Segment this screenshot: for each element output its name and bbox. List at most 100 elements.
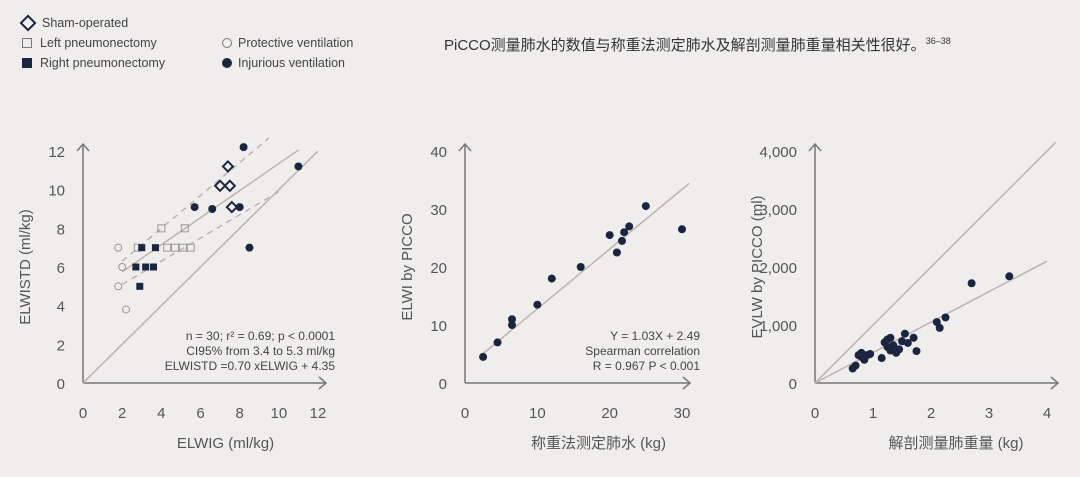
- point-left-pneumonectomy: [157, 224, 166, 233]
- open-square-icon: [22, 38, 32, 48]
- point-data: [851, 361, 860, 370]
- y-tick-label: 20: [430, 260, 447, 277]
- open-circle-icon: [222, 38, 232, 48]
- point-injurious-ventilation: [239, 143, 248, 152]
- x-axis-label: 称重法测定肺水 (kg): [531, 435, 666, 452]
- x-axis: [83, 376, 328, 390]
- point-left-pneumonectomy: [186, 243, 195, 252]
- y-tick-label: 2: [57, 337, 65, 354]
- y-tick-label: 8: [57, 221, 65, 238]
- y-tick-label: 0: [789, 376, 797, 393]
- line-identity: [82, 150, 319, 384]
- point-left-pneumonectomy: [171, 243, 180, 252]
- point-data: [903, 338, 912, 347]
- y-tick-label: 1,000: [759, 318, 797, 335]
- point-right-pneumonectomy: [138, 244, 146, 252]
- x-tick-label: 6: [196, 405, 204, 422]
- y-tick-label: 0: [57, 376, 65, 393]
- point-data: [641, 202, 650, 211]
- point-data: [886, 333, 895, 342]
- point-left-pneumonectomy: [180, 224, 189, 233]
- point-data: [493, 338, 502, 347]
- point-data: [912, 347, 921, 356]
- legend-label: Left pneumonectomy: [40, 36, 157, 50]
- legend-sham: Sham-operated: [19, 14, 129, 32]
- legend-label: Injurious ventilation: [238, 56, 346, 70]
- x-axis: [465, 376, 692, 390]
- point-data: [617, 236, 626, 245]
- x-tick-label: 2: [927, 405, 935, 422]
- point-data: [941, 313, 950, 322]
- y-axis: [458, 142, 472, 383]
- point-data: [935, 323, 944, 332]
- y-tick-label: 4: [57, 299, 65, 316]
- x-tick-label: 30: [674, 405, 691, 422]
- diamond-icon: [19, 14, 37, 32]
- legend-label: Protective ventilation: [238, 36, 354, 50]
- point-injurious-ventilation: [235, 203, 244, 212]
- y-tick-label: 30: [430, 202, 447, 219]
- point-data: [967, 279, 976, 288]
- filled-square-icon: [22, 58, 32, 68]
- point-data: [508, 315, 517, 324]
- line-ci-upper: [121, 137, 270, 262]
- title-text: PiCCO测量肺水的数值与称重法测定肺水及解剖测量肺重量相关性很好。: [444, 37, 926, 54]
- x-tick-label: 8: [235, 405, 243, 422]
- line-regression: [814, 260, 1048, 384]
- point-data: [625, 222, 634, 231]
- point-data: [605, 231, 614, 240]
- point-data: [479, 352, 488, 361]
- x-tick-label: 0: [461, 405, 469, 422]
- point-protective-ventilation: [122, 305, 131, 314]
- annotation: Y = 1.03X + 2.49: [610, 329, 700, 343]
- x-tick-label: 3: [985, 405, 993, 422]
- point-data: [576, 263, 585, 271]
- y-axis: [76, 142, 90, 383]
- point-injurious-ventilation: [208, 205, 217, 213]
- line-ci-lower: [121, 190, 280, 286]
- point-sham-operated: [225, 200, 239, 214]
- x-axis: [815, 376, 1060, 390]
- legend-right-pneumonectomy: Right pneumonectomy: [20, 56, 165, 70]
- x-axis-label: 解剖测量肺重量 (kg): [888, 435, 1023, 452]
- y-tick-label: 4,000: [759, 144, 797, 161]
- x-tick-label: 4: [1043, 405, 1051, 422]
- point-data: [620, 228, 629, 237]
- point-protective-ventilation: [114, 243, 123, 252]
- point-data: [508, 321, 517, 329]
- figure-title: PiCCO测量肺水的数值与称重法测定肺水及解剖测量肺重量相关性很好。36–38: [444, 34, 951, 55]
- annotation: ELWISTD =0.70 xELWIG + 4.35: [165, 359, 336, 373]
- point-protective-ventilation: [114, 282, 123, 291]
- y-tick-label: 12: [48, 144, 65, 161]
- annotation: R = 0.967 P < 0.001: [593, 359, 701, 373]
- point-right-pneumonectomy: [150, 263, 157, 271]
- x-axis-label: ELWIG (ml/kg): [177, 435, 274, 452]
- x-tick-label: 10: [529, 405, 546, 422]
- point-data: [877, 354, 886, 363]
- point-data: [857, 348, 866, 357]
- point-data: [866, 350, 875, 358]
- legend-protective-ventilation: Protective ventilation: [222, 36, 353, 50]
- x-tick-label: 4: [157, 405, 165, 422]
- point-data: [1005, 272, 1014, 281]
- point-data: [900, 329, 909, 338]
- point-right-pneumonectomy: [142, 263, 150, 271]
- point-data: [547, 274, 556, 283]
- y-tick-label: 6: [57, 260, 65, 277]
- legend-left-pneumonectomy: Left pneumonectomy: [20, 36, 157, 50]
- title-reference: 36–38: [925, 36, 951, 46]
- point-sham-operated: [221, 160, 235, 173]
- filled-circle-icon: [222, 58, 232, 68]
- y-axis-label: ELWISTD (ml/kg): [17, 209, 34, 325]
- line-identity: [814, 141, 1057, 384]
- annotation: Spearman correlation: [585, 344, 700, 358]
- y-axis-label: EVLW by PICCO (ml): [749, 195, 766, 338]
- legend-injurious-ventilation: Injurious ventilation: [222, 56, 345, 70]
- annotation: n = 30; r² = 0.69; p < 0.0001: [186, 329, 335, 343]
- y-axis: [808, 142, 822, 383]
- point-sham-operated: [223, 179, 237, 193]
- legend-label: Sham-operated: [42, 16, 129, 30]
- y-tick-label: 10: [48, 183, 65, 200]
